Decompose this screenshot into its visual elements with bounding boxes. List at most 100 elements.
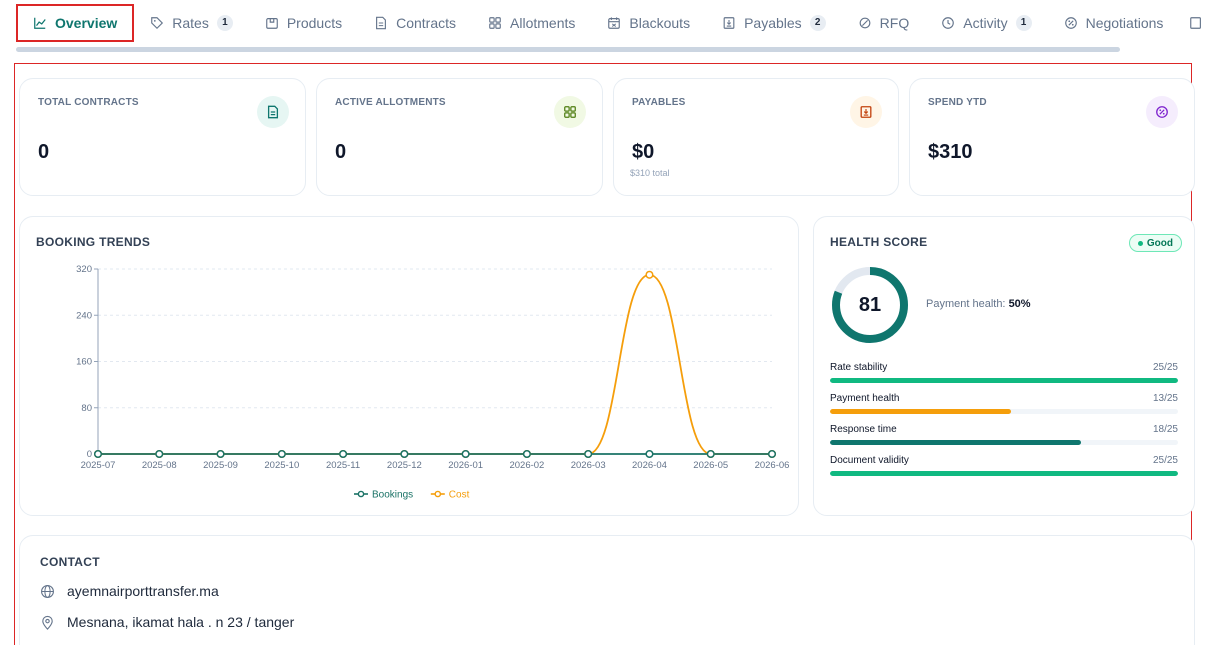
document-icon <box>376 16 387 30</box>
booking-trends-card: BOOKING TRENDS 0 80 160 240 320 2025-07 2025-0… <box>19 216 799 516</box>
metric-value: 25/25 <box>1152 362 1178 373</box>
x-tick-label: 2025-11 <box>326 460 360 471</box>
legend-marker <box>357 490 365 498</box>
data-point-bookings[interactable] <box>461 449 470 459</box>
stat-card-total-contracts: TOTAL CONTRACTS 0 <box>19 78 306 196</box>
tab-products[interactable]: Products <box>249 4 358 42</box>
contact-address: Mesnana, ikamat hala . n 23 / tanger <box>40 614 294 630</box>
tab-label: Payables <box>744 15 802 31</box>
tab-blackouts[interactable]: Blackouts <box>591 4 706 42</box>
booking-trends-title: BOOKING TRENDS <box>36 235 151 249</box>
status-dot <box>1137 240 1143 246</box>
x-tick-label: 2026-04 <box>632 460 667 471</box>
y-tick-label: 320 <box>76 264 92 275</box>
tab-label: Allotments <box>510 15 576 31</box>
tab-negotiations[interactable]: Negotiations <box>1048 4 1180 42</box>
tab-label: Overview <box>55 15 118 31</box>
legend-marker <box>434 490 442 498</box>
data-point-bookings[interactable] <box>767 449 777 459</box>
data-point-bookings[interactable] <box>645 449 654 459</box>
legend-label[interactable]: Cost <box>449 490 470 501</box>
metric-fill <box>830 378 1178 383</box>
metric-rate-stability: Rate stability 25/25 <box>830 362 1178 383</box>
tab-rates[interactable]: Rates 1 <box>134 4 249 42</box>
data-point-bookings[interactable] <box>93 449 103 459</box>
chart-line-icon <box>34 17 46 29</box>
status-label: Good <box>1146 237 1173 249</box>
legend-label[interactable]: Bookings <box>372 490 413 501</box>
website-link[interactable]: ayemnairporttransfer.ma <box>67 583 219 599</box>
data-point-bookings[interactable] <box>277 449 286 459</box>
series-line-cost <box>98 273 772 455</box>
map-pin-icon <box>42 615 53 630</box>
tab-allotments[interactable]: Allotments <box>472 4 591 42</box>
stat-label: SPEND YTD <box>928 97 987 108</box>
contact-website: ayemnairporttransfer.ma <box>40 583 219 599</box>
grid-icon <box>554 96 586 128</box>
calendar-icon <box>608 17 621 29</box>
x-tick-label: 2025-12 <box>387 460 422 471</box>
payment-health-label: Payment health: <box>926 298 1006 310</box>
tab-overflow[interactable] <box>1179 4 1203 42</box>
clock-icon <box>942 17 955 29</box>
data-point-bookings[interactable] <box>706 449 715 459</box>
metric-document-validity: Document validity 25/25 <box>830 455 1178 476</box>
tab-payables[interactable]: Payables 2 <box>706 4 842 42</box>
x-tick-label: 2025-07 <box>81 460 116 471</box>
x-tick-label: 2026-06 <box>755 460 790 471</box>
data-point-bookings[interactable] <box>522 449 531 459</box>
stat-label: PAYABLES <box>632 97 686 108</box>
tab-bar: Overview Rates 1 Products Contracts Allo… <box>0 0 1205 46</box>
health-score-card: HEALTH SCORE Good 81 Payment health: 50%… <box>813 216 1195 516</box>
stat-value: $0 <box>632 141 655 163</box>
data-point-bookings[interactable] <box>339 449 348 459</box>
receipt-icon <box>850 96 882 128</box>
stat-label: ACTIVE ALLOTMENTS <box>335 97 446 108</box>
health-score-value: 81 <box>858 293 882 316</box>
megaphone-icon <box>859 17 871 29</box>
stat-value: $310 <box>928 141 973 163</box>
payment-health-summary: Payment health: 50% <box>926 298 1031 310</box>
stat-value: 0 <box>38 141 50 163</box>
tab-rfq[interactable]: RFQ <box>842 4 926 42</box>
metric-label: Response time <box>830 424 897 435</box>
address-text: Mesnana, ikamat hala . n 23 / tanger <box>67 614 295 630</box>
booking-trends-chart: 0 80 160 240 320 2025-07 2025-08 2025-09 2025-10… <box>76 264 790 501</box>
x-tick-label: 2025-08 <box>142 460 177 471</box>
metric-value: 13/25 <box>1152 393 1178 404</box>
percent-icon <box>1146 96 1178 128</box>
metric-label: Document validity <box>830 455 909 466</box>
score-ring <box>832 267 908 343</box>
tab-overview[interactable]: Overview <box>16 4 135 42</box>
x-tick-label: 2026-05 <box>693 460 728 471</box>
metric-fill <box>830 409 1011 414</box>
y-tick-label: 240 <box>76 310 92 321</box>
score-ring-fill <box>832 267 908 343</box>
data-point-bookings[interactable] <box>584 449 593 459</box>
metric-payment-health: Payment health 13/25 <box>830 393 1178 414</box>
y-tick-label: 160 <box>76 357 92 368</box>
tab-label: Rates <box>172 15 209 31</box>
grid-icon <box>489 17 501 29</box>
tab-label: Blackouts <box>629 15 691 31</box>
data-point-bookings[interactable] <box>155 449 164 459</box>
tab-contracts[interactable]: Contracts <box>358 4 472 42</box>
data-point-bookings[interactable] <box>400 449 409 459</box>
metric-track <box>830 378 1178 383</box>
data-point-cost[interactable] <box>645 270 654 279</box>
metric-value: 18/25 <box>1152 424 1178 435</box>
tab-activity[interactable]: Activity 1 <box>925 4 1047 42</box>
x-tick-label: 2026-01 <box>448 460 483 471</box>
count-badge: 1 <box>216 15 233 31</box>
data-point-bookings[interactable] <box>216 449 225 459</box>
stat-card-spend-ytd: SPEND YTD $310 <box>909 78 1195 196</box>
tab-label: Contracts <box>396 15 457 31</box>
metric-label: Payment health <box>830 393 900 404</box>
tab-label: Activity <box>963 15 1008 31</box>
tab-label: RFQ <box>879 15 910 31</box>
metric-track <box>830 440 1178 445</box>
tabs-scrollbar[interactable] <box>16 47 1120 52</box>
metric-fill <box>830 471 1178 476</box>
x-tick-label: 2026-02 <box>509 460 544 471</box>
tag-icon <box>151 17 164 30</box>
